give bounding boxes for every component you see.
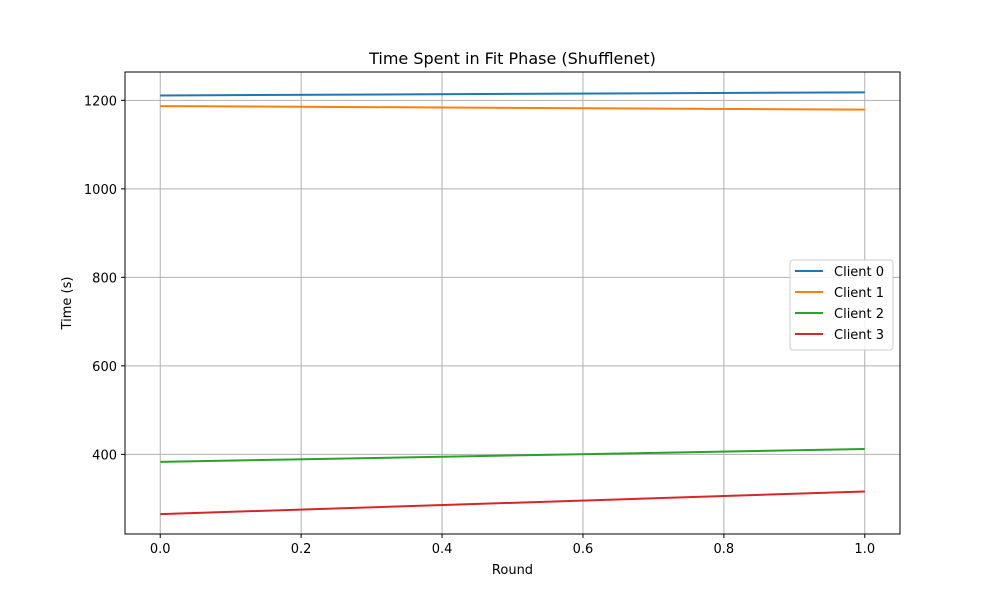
y-axis-label: Time (s): [60, 277, 75, 331]
legend: Client 0 Client 1 Client 2 Client 3: [789, 259, 894, 351]
legend-label: Client 3: [834, 328, 884, 343]
plot-area-frame: [124, 71, 901, 535]
series-lines: [160, 91, 865, 516]
series-line: [160, 105, 865, 111]
y-tick-label: 1000: [84, 183, 117, 198]
x-axis-label: Round: [492, 563, 533, 578]
chart-title: Time Spent in Fit Phase (Shufflenet): [368, 49, 656, 68]
legend-frame: [789, 259, 894, 351]
y-tick-label: 800: [92, 271, 117, 286]
series-line: [160, 448, 865, 463]
y-tick-label: 600: [92, 360, 117, 375]
legend-label: Client 0: [834, 265, 884, 280]
x-tick-label: 0.6: [573, 542, 594, 557]
legend-label: Client 1: [834, 286, 884, 301]
series-line: [160, 91, 865, 97]
x-axis: 0.0 0.2 0.4 0.6 0.8 1.0: [150, 534, 875, 557]
series-line: [160, 490, 865, 516]
y-tick-label: 400: [92, 448, 117, 463]
x-tick-label: 0.2: [291, 542, 312, 557]
x-tick-label: 1.0: [854, 542, 875, 557]
x-tick-label: 0.8: [714, 542, 735, 557]
grid: [125, 72, 900, 534]
y-axis: 400 600 800 1000 1200: [84, 94, 125, 463]
legend-label: Client 2: [834, 307, 884, 322]
x-tick-label: 0.4: [432, 542, 453, 557]
y-tick-label: 1200: [84, 94, 117, 109]
x-tick-label: 0.0: [150, 542, 171, 557]
